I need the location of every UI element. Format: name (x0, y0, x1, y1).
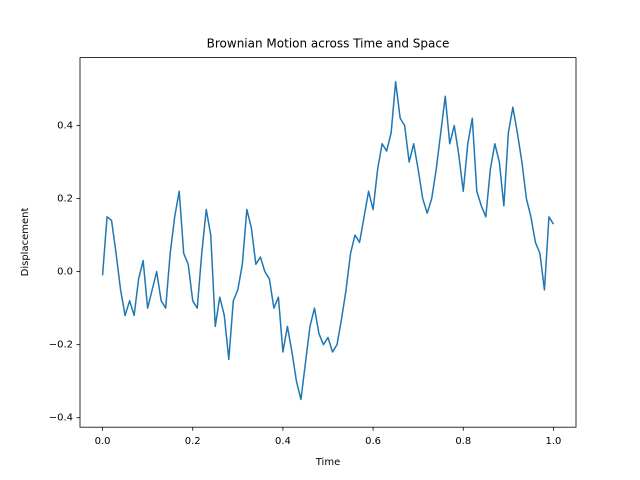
x-tick-label: 0.4 (275, 436, 291, 447)
x-tick-label: 0.6 (365, 436, 381, 447)
x-axis-label: Time (315, 457, 340, 468)
x-tick-label: 0.2 (185, 436, 201, 447)
x-tick-label: 1.0 (546, 436, 562, 447)
plot-frame (79, 57, 577, 428)
y-axis-label: Displacement (20, 208, 31, 277)
line (101, 80, 555, 401)
x-tick-label: 0.8 (455, 436, 471, 447)
y-tick-label: 0.4 (57, 121, 73, 132)
y-tick-label: −0.4 (49, 413, 73, 424)
y-tick-label: −0.2 (49, 340, 73, 351)
y-tick-label: 0.0 (57, 267, 73, 278)
chart-title: Brownian Motion across Time and Space (207, 37, 450, 51)
x-tick-label: 0.0 (95, 436, 111, 447)
y-tick-label: 0.2 (57, 194, 73, 205)
